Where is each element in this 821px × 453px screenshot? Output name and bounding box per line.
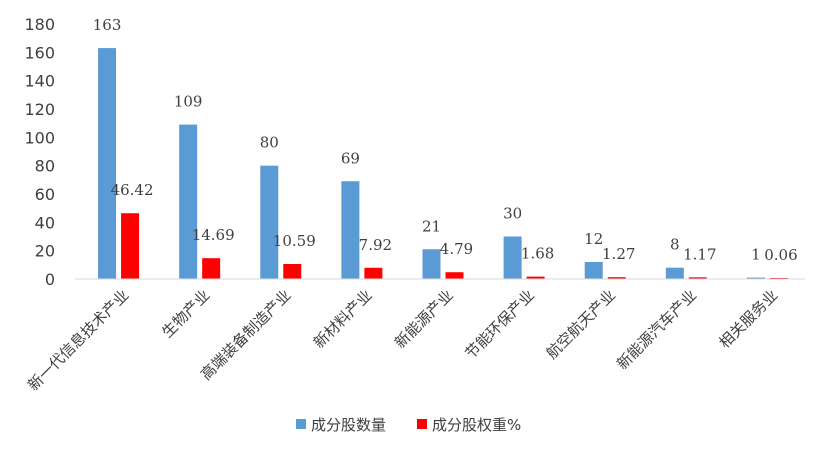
legend-swatch-count [296, 419, 306, 429]
count-bar [746, 277, 765, 279]
count-data-label: 30 [503, 205, 522, 223]
legend-label-count: 成分股数量 [311, 416, 386, 434]
weight-data-label: 14.69 [192, 226, 235, 244]
y-tick-label: 60 [35, 185, 55, 204]
x-category-label: 生物产业 [158, 286, 213, 341]
count-bar [179, 124, 198, 279]
weight-data-label: 1.17 [683, 245, 716, 263]
weight-bar [121, 213, 140, 279]
x-category-label: 新能源汽车产业 [613, 286, 700, 373]
y-tick-label: 0 [45, 270, 55, 289]
count-data-label: 8 [670, 236, 680, 254]
weight-bar [364, 267, 383, 279]
x-category-label: 新能源产业 [391, 286, 457, 352]
weight-bar [526, 276, 545, 279]
data-labels-group: 163 46.42 109 14.69 80 10.59 69 7.92 21 4.79 30 1.6… [93, 16, 798, 264]
weight-data-label: 7.92 [359, 236, 392, 254]
count-bar [98, 48, 117, 280]
weight-data-label: 10.59 [273, 232, 316, 250]
count-data-label: 1 [751, 246, 761, 264]
weight-bar [283, 263, 302, 279]
count-data-label: 163 [93, 16, 122, 34]
weight-bar [445, 272, 464, 279]
count-data-label: 109 [174, 93, 203, 111]
weight-bar [607, 277, 626, 279]
y-tick-label: 120 [24, 100, 55, 119]
y-tick-label: 100 [24, 128, 55, 147]
weight-bar [202, 258, 221, 279]
bars-group [98, 48, 788, 280]
legend: 成分股数量 成分股权重% [296, 416, 521, 434]
count-data-label: 80 [260, 134, 279, 152]
weight-bar [688, 277, 707, 279]
count-bar [503, 236, 522, 279]
legend-swatch-weight [417, 419, 427, 429]
count-bar [260, 165, 279, 279]
x-category-label: 航空航天产业 [543, 286, 619, 362]
x-category-label: 相关服务业 [716, 286, 782, 352]
count-data-label: 21 [422, 217, 441, 235]
weight-data-label: 0.06 [764, 246, 797, 264]
weight-data-label: 1.27 [602, 245, 635, 263]
x-category-label: 新材料产业 [310, 286, 376, 352]
y-tick-label: 40 [35, 213, 55, 232]
y-tick-label: 20 [35, 242, 55, 261]
count-data-label: 12 [584, 230, 603, 248]
y-tick-label: 160 [24, 43, 55, 62]
x-category-label: 节能环保产业 [462, 286, 538, 362]
legend-label-weight: 成分股权重% [432, 416, 521, 434]
count-data-label: 69 [341, 149, 360, 167]
x-category-label: 新一代信息技术产业 [24, 286, 132, 394]
weight-data-label: 4.79 [440, 240, 473, 258]
y-tick-label: 80 [35, 157, 55, 176]
y-tick-label: 180 [24, 15, 55, 34]
weight-data-label: 46.42 [111, 181, 154, 199]
count-bar [341, 181, 360, 279]
weight-data-label: 1.68 [521, 245, 554, 263]
count-bar [584, 262, 603, 279]
x-category-label: 高端装备制造产业 [197, 286, 295, 384]
y-axis: 0 20 40 60 80 100 120 140 160 180 [24, 15, 55, 289]
count-bar [665, 267, 684, 279]
y-tick-label: 140 [24, 72, 55, 91]
count-bar [422, 249, 441, 279]
